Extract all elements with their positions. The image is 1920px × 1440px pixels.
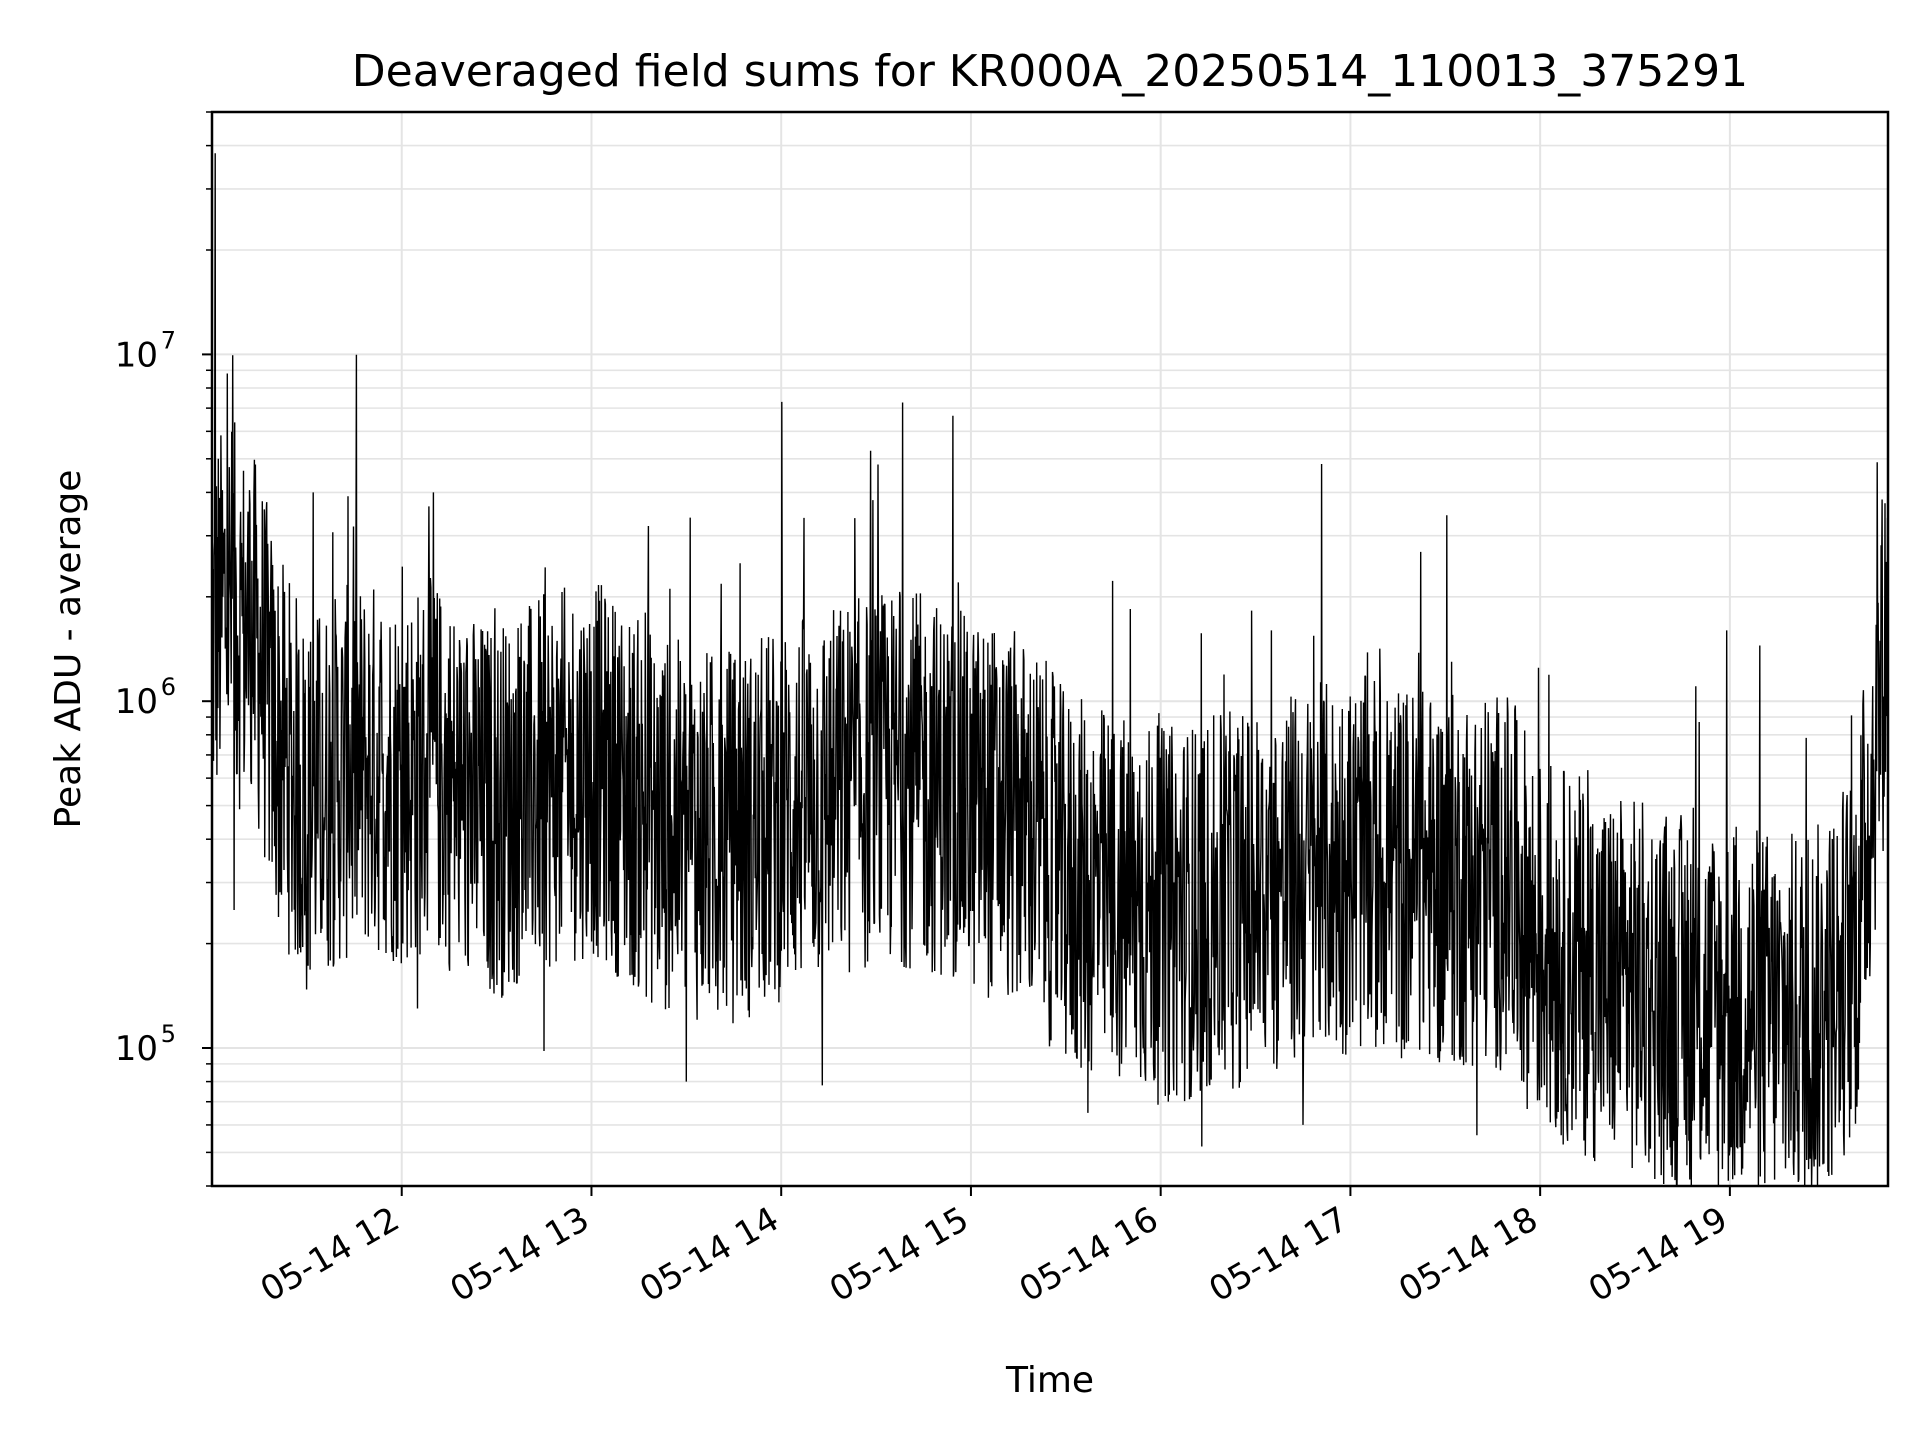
plot-frame	[210, 110, 1890, 1188]
tick-marks	[202, 111, 1731, 1196]
y-axis-label: Peak ADU - average	[48, 470, 89, 829]
y-tick-label: 10 5	[115, 1020, 176, 1069]
y-tick-label: 10 6	[115, 673, 176, 722]
chart-title: Deaveraged field sums for KR000A_2025051…	[352, 46, 1748, 97]
x-axis-label: Time	[1005, 1360, 1094, 1401]
y-tick-exponent: 6	[161, 673, 176, 701]
y-tick-base: 10	[115, 335, 158, 375]
y-tick-exponent: 5	[161, 1020, 176, 1048]
data-series-line	[211, 153, 1889, 1187]
y-tick-base: 10	[115, 682, 158, 722]
data-line-group	[211, 153, 1889, 1187]
y-tick-label: 10 7	[115, 326, 176, 375]
y-tick-base: 10	[115, 1029, 158, 1069]
y-tick-exponent: 7	[161, 326, 176, 354]
